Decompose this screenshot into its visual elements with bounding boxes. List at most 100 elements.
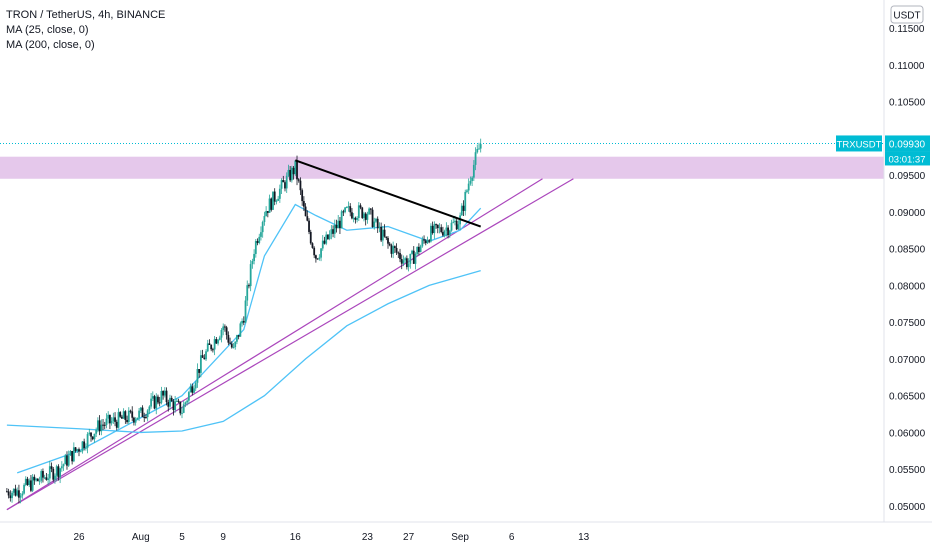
candle-body-188 [328, 234, 331, 240]
candle-body-114 [201, 355, 204, 358]
candle-body-93 [165, 390, 168, 403]
candle-body-185 [323, 240, 326, 244]
candle-body-150 [263, 216, 266, 223]
candle-body-234 [407, 263, 410, 268]
candle-body-21 [42, 471, 44, 478]
candle-body-33 [62, 464, 65, 467]
candle-body-26 [50, 466, 53, 469]
candle-body-106 [187, 392, 190, 401]
candle-body-20 [40, 471, 43, 481]
candle-body-212 [369, 208, 372, 210]
candle-body-131 [230, 343, 233, 348]
candle-body-41 [76, 449, 79, 451]
candle-body-208 [363, 213, 365, 218]
candle-body-177 [309, 231, 312, 244]
price-tick-label-10: 0.06500 [889, 392, 926, 403]
candle-body-102 [181, 412, 183, 414]
candle-body-144 [253, 253, 255, 262]
candle-body-101 [179, 401, 182, 414]
candle-body-236 [411, 250, 413, 254]
candle-body-178 [311, 243, 314, 248]
candle-body-122 [215, 339, 218, 344]
candle-body-73 [131, 411, 134, 418]
candle-body-224 [390, 245, 393, 254]
candle-body-243 [423, 239, 425, 241]
candle-body-153 [268, 198, 271, 213]
candle-body-116 [205, 351, 207, 360]
candle-body-99 [175, 400, 178, 402]
candle-body-139 [244, 300, 247, 323]
candle-body-89 [158, 402, 161, 404]
candle-body-173 [302, 201, 305, 207]
candle-body-17 [35, 478, 37, 481]
candle-body-15 [31, 476, 34, 491]
candle-body-274 [476, 149, 479, 153]
candle-body-98 [174, 401, 177, 411]
candle-body-202 [352, 217, 355, 219]
candle-body-137 [241, 320, 243, 324]
candle-body-38 [71, 451, 74, 462]
candle-body-140 [246, 285, 249, 301]
candle-body-197 [344, 207, 346, 213]
candle-body-238 [414, 254, 417, 264]
candle-body-128 [225, 327, 228, 335]
descending-trendline [294, 159, 482, 228]
candle-body-37 [69, 451, 72, 456]
candle-body-273 [474, 152, 477, 165]
candle-body-120 [212, 349, 214, 351]
candle-body-42 [78, 449, 80, 452]
countdown-badge-label: 03:01:37 [889, 154, 926, 165]
candle-body-211 [368, 208, 371, 215]
candle-body-227 [395, 247, 398, 253]
candle-body-72 [129, 410, 132, 412]
time-tick-label-9: 13 [578, 532, 590, 543]
candle-body-184 [321, 240, 324, 249]
candle-body-7 [18, 490, 20, 498]
candle-body-181 [316, 258, 319, 260]
candle-body-190 [332, 229, 334, 234]
candle-body-113 [199, 355, 202, 373]
candle-body-16 [33, 476, 36, 481]
candle-body-241 [419, 246, 422, 253]
candle-body-168 [294, 160, 297, 175]
price-tick-label-13: 0.05000 [889, 502, 926, 513]
candle-body-164 [287, 169, 290, 176]
candle-body-192 [335, 224, 338, 229]
candle-body-255 [443, 230, 446, 236]
candle-body-170 [297, 179, 300, 181]
candle-body-6 [16, 490, 19, 496]
candle-body-272 [472, 164, 475, 178]
candle-body-2 [9, 495, 12, 499]
candle-body-1 [7, 491, 10, 496]
candle-body-130 [229, 342, 231, 344]
candle-body-107 [189, 386, 192, 393]
candle-body-276 [479, 144, 482, 149]
candle-body-229 [399, 253, 401, 260]
currency-button-label[interactable]: USDT [893, 11, 920, 22]
candle-body-230 [400, 259, 403, 264]
candle-body-69 [124, 411, 127, 421]
candle-body-258 [448, 230, 451, 236]
candle-body-252 [438, 227, 441, 229]
candle-body-104 [184, 402, 187, 405]
candle-body-228 [397, 252, 400, 254]
candle-body-194 [339, 220, 341, 229]
candle-body-119 [210, 344, 213, 350]
candle-body-162 [284, 182, 286, 189]
currency-button[interactable] [890, 5, 924, 24]
candle-body-70 [126, 420, 128, 423]
candle-body-95 [169, 397, 171, 407]
candle-body-36 [67, 455, 70, 466]
candle-body-138 [242, 320, 245, 323]
candle-body-118 [208, 343, 211, 345]
candle-body-23 [45, 477, 48, 480]
candle-body-142 [249, 264, 252, 287]
price-tick-label-7: 0.08000 [889, 281, 926, 292]
candle-body-124 [218, 337, 221, 340]
candle-body-261 [454, 220, 456, 222]
candle-body-145 [254, 241, 257, 254]
candle-body-50 [91, 436, 94, 440]
candle-body-35 [66, 455, 68, 466]
price-tick-label-8: 0.07500 [889, 318, 926, 329]
